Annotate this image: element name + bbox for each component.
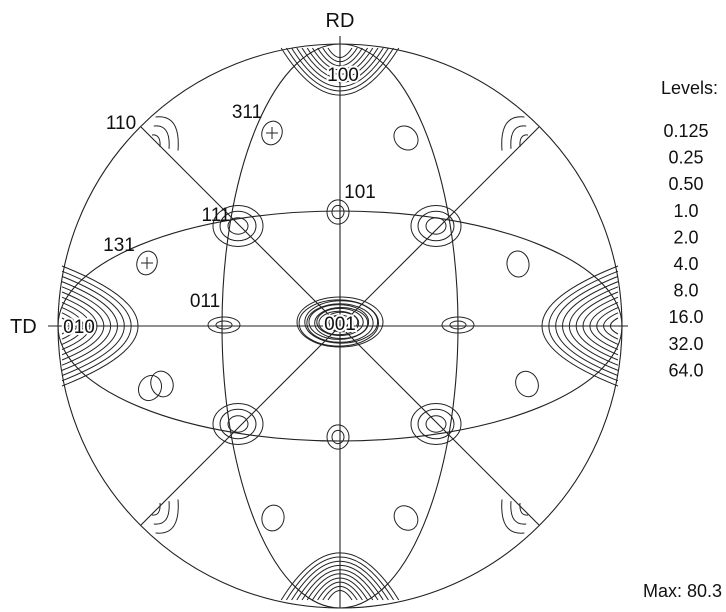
contour-cluster-001 bbox=[296, 296, 384, 348]
contour-lobe bbox=[515, 370, 539, 398]
level-value: 0.125 bbox=[663, 121, 708, 141]
pole-label-011: 011 bbox=[190, 291, 220, 312]
pole-figure-geometry bbox=[48, 36, 628, 609]
contour-cluster-011b bbox=[441, 316, 475, 334]
contour-cluster-101 bbox=[326, 199, 350, 225]
contour-cluster-100 bbox=[280, 47, 400, 96]
contour-lobe bbox=[261, 504, 285, 532]
contour-cluster-111d bbox=[410, 403, 462, 445]
axis-label-td: TD bbox=[10, 316, 37, 338]
level-value: 8.0 bbox=[673, 281, 698, 301]
level-value: 0.25 bbox=[668, 148, 703, 168]
level-value: 0.50 bbox=[668, 174, 703, 194]
level-value: 64.0 bbox=[668, 360, 703, 380]
contour-cluster-010 bbox=[61, 265, 139, 387]
pole-label-001: 001 bbox=[324, 314, 356, 335]
contour-cluster-311 bbox=[261, 120, 283, 146]
contour-cluster-111c bbox=[212, 403, 264, 445]
pole-label-110: 110 bbox=[106, 113, 136, 134]
pole-label-010: 010 bbox=[63, 317, 95, 338]
pole-label-131: 131 bbox=[103, 235, 135, 256]
level-value: 2.0 bbox=[673, 227, 698, 247]
contour-cluster-right bbox=[541, 265, 619, 387]
level-value: 32.0 bbox=[668, 334, 703, 354]
level-value: 1.0 bbox=[673, 201, 698, 221]
contour-cluster-011 bbox=[207, 316, 241, 334]
contour-cluster-131 bbox=[136, 250, 158, 276]
contour-cluster-111 bbox=[212, 205, 264, 247]
levels-title: Levels: bbox=[661, 78, 718, 98]
axis-label-rd: RD bbox=[326, 10, 355, 32]
pole-labels: RD TD 100 311 110 101 111 131 011 010 001 bbox=[10, 10, 376, 340]
pole-label-111: 111 bbox=[202, 205, 231, 226]
contour-lobe bbox=[150, 370, 174, 398]
contour-lobe bbox=[506, 250, 530, 278]
levels-legend: Levels: 0.125 0.25 0.50 1.0 2.0 4.0 8.0 16.0 32.0… bbox=[643, 78, 722, 601]
pole-label-311: 311 bbox=[232, 102, 262, 123]
contour-cluster-110-corner bbox=[151, 116, 179, 151]
contour-cluster-101b bbox=[326, 424, 350, 450]
intensity-contours bbox=[61, 47, 619, 601]
pole-label-100: 100 bbox=[327, 65, 359, 86]
max-label: Max: 80.3 bbox=[643, 581, 722, 601]
contour-cluster-110-corner bbox=[501, 499, 529, 534]
level-value: 16.0 bbox=[668, 307, 703, 327]
pole-label-101: 101 bbox=[344, 182, 376, 203]
great-circle-horizontal bbox=[57, 210, 623, 442]
diagonal-line-ne-sw bbox=[140, 126, 540, 526]
contour-cluster-110-corner bbox=[151, 499, 179, 534]
contour-lobe bbox=[137, 374, 163, 402]
contour-cluster-111b bbox=[410, 205, 462, 247]
great-circle-vertical bbox=[221, 43, 459, 609]
level-value: 4.0 bbox=[673, 254, 698, 274]
contour-cluster-110-corner bbox=[501, 116, 529, 151]
contour-lobe bbox=[393, 505, 419, 531]
contour-cluster-bottom bbox=[280, 552, 400, 601]
contour-lobe bbox=[393, 125, 419, 151]
